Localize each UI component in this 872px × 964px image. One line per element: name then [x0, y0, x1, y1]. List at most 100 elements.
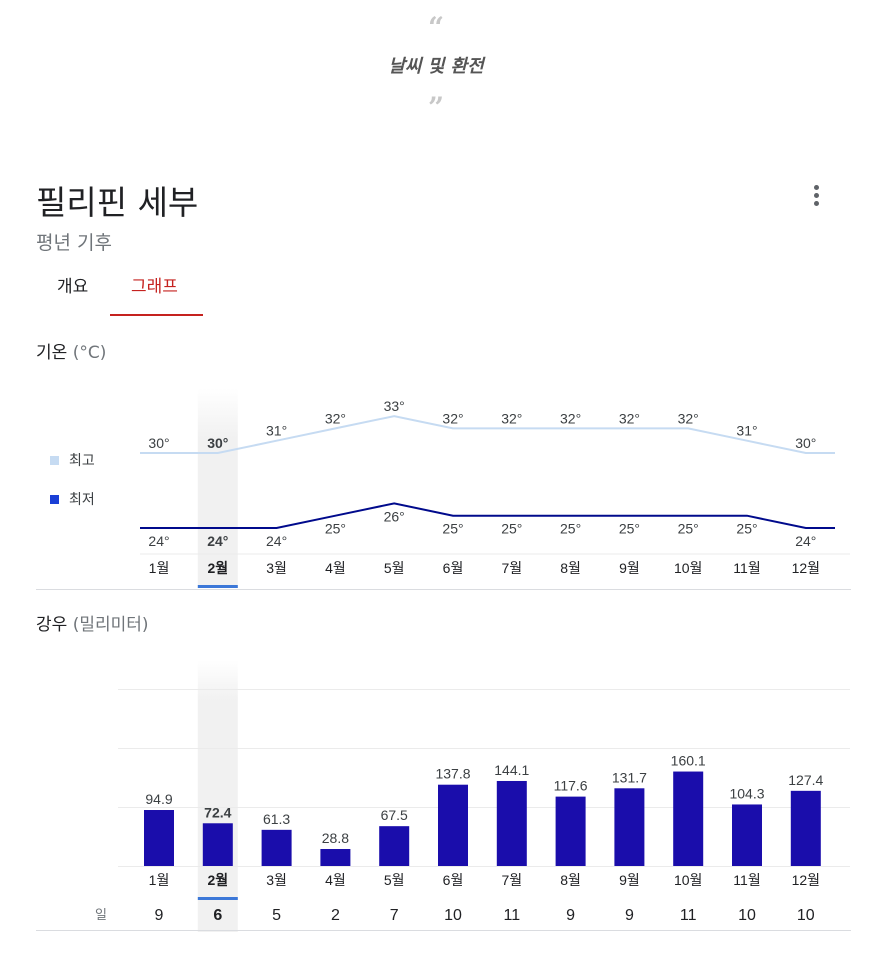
temperature-unit: (°C)	[72, 343, 107, 363]
precipitation-title: 강우	[36, 615, 68, 635]
month-tab-6[interactable]: 6월	[443, 560, 464, 576]
high-temp-label: 31°	[266, 423, 287, 439]
high-temp-label: 30°	[148, 435, 169, 451]
month-tab-4[interactable]: 4월	[325, 872, 346, 888]
rain-days-value: 5	[272, 907, 281, 924]
rain-days-value: 7	[390, 907, 399, 924]
rain-value-label: 94.9	[145, 791, 172, 807]
month-tab-4[interactable]: 4월	[325, 560, 346, 576]
month-tab-12[interactable]: 12월	[792, 560, 820, 576]
low-temp-label: 25°	[442, 521, 463, 537]
rain-bar[interactable]	[379, 826, 410, 866]
month-tab-10[interactable]: 10월	[674, 560, 702, 576]
rain-bar[interactable]	[673, 771, 704, 866]
rain-days-value: 11	[503, 907, 520, 924]
temperature-section-title: 기온 (°C)	[36, 338, 106, 363]
high-temp-label: 30°	[795, 435, 816, 451]
month-tab-2[interactable]: 2월	[207, 560, 228, 576]
precipitation-section-title: 강우 (밀리미터)	[36, 610, 149, 635]
rain-days-value: 6	[213, 907, 222, 924]
selected-month-indicator	[197, 897, 238, 900]
month-tab-2[interactable]: 2월	[207, 872, 228, 888]
month-tab-11[interactable]: 11월	[733, 872, 760, 888]
low-temp-label: 25°	[560, 521, 581, 537]
low-temp-line	[140, 502, 835, 529]
rain-days-value: 10	[797, 907, 815, 924]
selected-month-band	[197, 660, 238, 932]
rain-bar[interactable]	[790, 790, 821, 866]
low-temp-label: 24°	[148, 533, 169, 549]
rain-bar[interactable]	[320, 849, 351, 866]
rain-bar[interactable]	[732, 804, 762, 866]
month-tab-1[interactable]: 1월	[149, 872, 170, 888]
high-temp-label: 32°	[325, 410, 346, 426]
quote-caption: 날씨 및 환전	[388, 56, 484, 77]
selected-month-band	[197, 388, 238, 588]
month-tab-7[interactable]: 7월	[501, 560, 522, 576]
month-tab-9[interactable]: 9월	[619, 872, 640, 888]
rain-days-value: 10	[444, 907, 462, 924]
rain-days-label: 일	[95, 907, 107, 922]
place-title: 필리핀 세부	[36, 183, 199, 222]
rain-bar[interactable]	[202, 823, 233, 866]
rain-value-label: 61.3	[263, 811, 290, 827]
low-temp-label: 24°	[207, 533, 228, 549]
more-vert-icon[interactable]	[806, 182, 828, 212]
month-tab-11[interactable]: 11월	[733, 560, 760, 576]
rain-days-value: 9	[625, 907, 634, 924]
high-temp-label: 32°	[560, 410, 581, 426]
rain-bar[interactable]	[261, 829, 292, 866]
close-quote-icon: ”	[427, 91, 445, 124]
month-tab-5[interactable]: 5월	[384, 560, 405, 576]
open-quote-icon: “	[427, 11, 445, 44]
rain-bar[interactable]	[438, 784, 468, 866]
rain-value-label: 160.1	[671, 753, 706, 769]
month-tab-3[interactable]: 3월	[266, 872, 287, 888]
rain-value-label: 144.1	[494, 762, 529, 778]
high-temp-line	[140, 415, 835, 454]
low-temp-label: 25°	[619, 521, 640, 537]
low-temp-label: 25°	[325, 521, 346, 537]
month-tab-9[interactable]: 9월	[619, 560, 640, 576]
active-tab-indicator	[110, 314, 203, 316]
rain-bar[interactable]	[614, 788, 645, 866]
rain-days-value: 11	[680, 907, 697, 924]
high-temp-label: 32°	[678, 410, 699, 426]
high-temp-label: 30°	[207, 435, 228, 451]
rain-value-label: 137.8	[435, 766, 470, 782]
legend-low-swatch	[50, 495, 59, 504]
month-tab-6[interactable]: 6월	[443, 872, 464, 888]
rain-days-value: 10	[738, 907, 756, 924]
rain-value-label: 131.7	[612, 769, 647, 785]
rain-bar[interactable]	[496, 780, 527, 866]
rain-value-label: 28.8	[322, 830, 349, 846]
high-temp-label: 31°	[736, 423, 757, 439]
low-temp-label: 25°	[678, 521, 699, 537]
precipitation-chart: 94.9 72.4 61.3 28.8 67.5 137.8 144.1 117.6 131.7…	[36, 660, 851, 932]
rain-days-value: 9	[155, 907, 164, 924]
month-tab-10[interactable]: 10월	[674, 872, 702, 888]
tab-graph[interactable]: 그래프	[131, 277, 178, 297]
month-tab-3[interactable]: 3월	[266, 560, 287, 576]
rain-bar[interactable]	[555, 796, 586, 866]
tab-overview[interactable]: 개요	[57, 277, 89, 297]
month-tab-12[interactable]: 12월	[792, 872, 820, 888]
legend-low-label: 최저	[69, 491, 95, 507]
rain-bar[interactable]	[144, 810, 174, 866]
rain-value-label: 127.4	[788, 772, 823, 788]
high-temp-label: 33°	[384, 398, 405, 414]
legend-high-label: 최고	[69, 452, 95, 468]
rain-value-label: 67.5	[381, 807, 408, 823]
low-temp-label: 24°	[795, 533, 816, 549]
month-tab-1[interactable]: 1월	[149, 560, 170, 576]
month-tab-8[interactable]: 8월	[560, 872, 581, 888]
low-temp-label: 24°	[266, 533, 287, 549]
low-temp-label: 25°	[736, 521, 757, 537]
month-tab-5[interactable]: 5월	[384, 872, 405, 888]
selected-month-indicator	[197, 585, 238, 588]
month-tab-7[interactable]: 7월	[501, 872, 522, 888]
month-tab-8[interactable]: 8월	[560, 560, 581, 576]
high-temp-label: 32°	[501, 410, 522, 426]
low-temp-label: 25°	[501, 521, 522, 537]
